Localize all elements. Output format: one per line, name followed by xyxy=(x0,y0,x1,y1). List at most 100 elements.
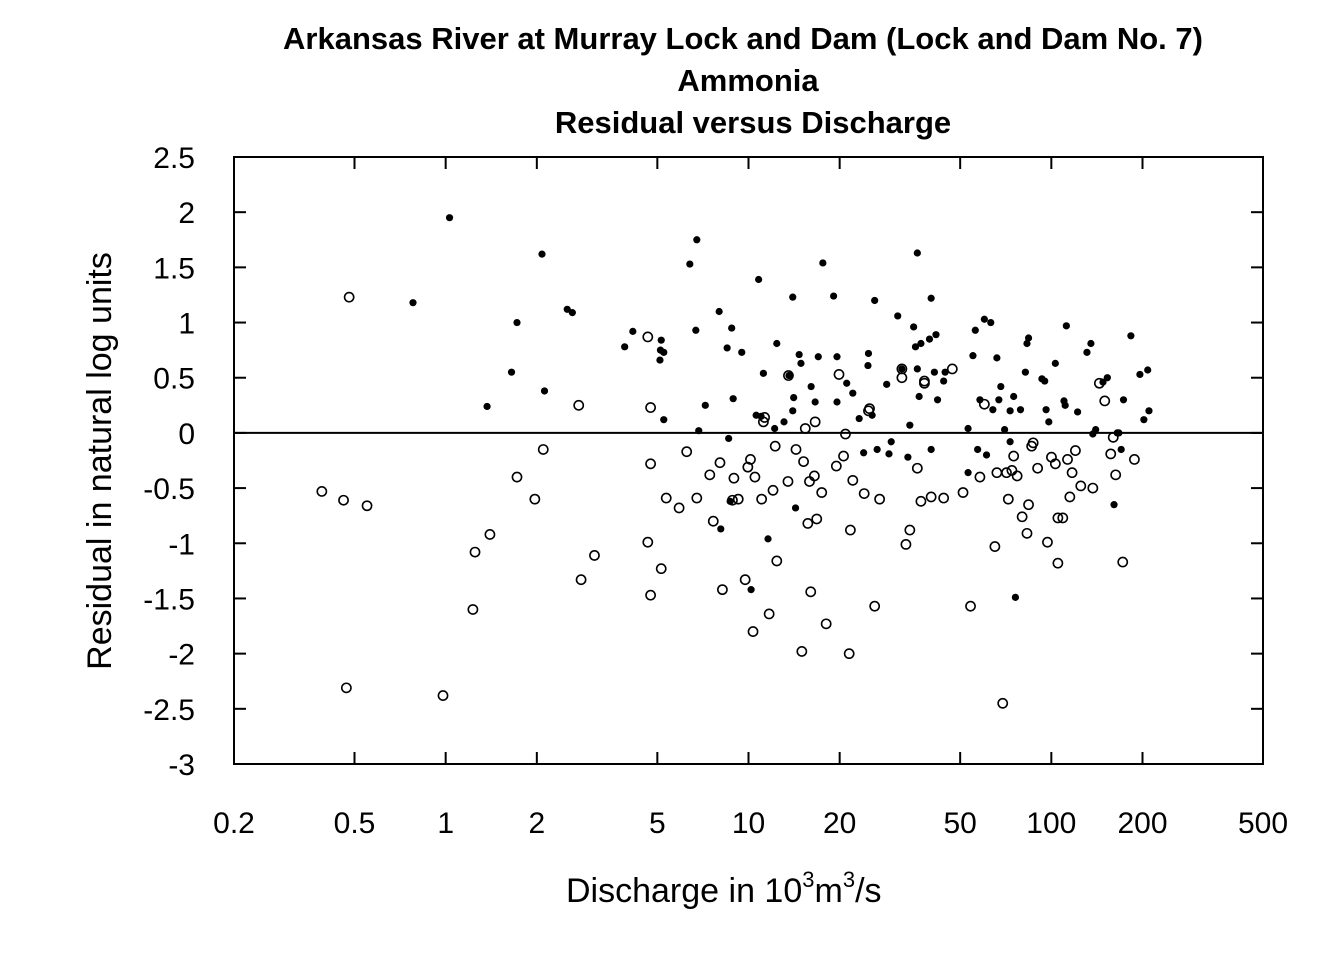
uncensored-point xyxy=(790,393,798,402)
uncensored-point xyxy=(540,387,549,395)
censored-point xyxy=(782,476,794,487)
censored-point xyxy=(1099,395,1111,407)
censored-point xyxy=(645,458,656,470)
censored-point xyxy=(642,331,654,343)
censored-point xyxy=(991,467,1003,479)
censored-point xyxy=(316,486,328,497)
uncensored-point xyxy=(1021,368,1029,376)
censored-point xyxy=(1087,482,1099,494)
y-tick-label: 1.5 xyxy=(153,252,195,285)
censored-point xyxy=(816,487,828,498)
censored-point xyxy=(840,428,851,440)
uncensored-point xyxy=(1023,339,1031,348)
uncensored-point xyxy=(621,343,629,351)
uncensored-point xyxy=(932,331,940,339)
uncensored-point xyxy=(409,299,417,307)
y-tick-label: 1 xyxy=(178,308,195,341)
censored-point xyxy=(739,574,751,586)
censored-point xyxy=(838,450,849,462)
uncensored-point xyxy=(445,214,454,222)
censored-point xyxy=(691,492,703,504)
censored-point xyxy=(717,584,728,596)
uncensored-point xyxy=(855,414,863,423)
uncensored-point xyxy=(927,294,935,302)
censored-point xyxy=(469,546,481,558)
uncensored-point xyxy=(725,434,733,443)
x-tick-label: 500 xyxy=(1238,807,1288,840)
chart-subtitle-plot-type: Residual versus Discharge xyxy=(555,105,951,140)
censored-point xyxy=(997,697,1009,709)
censored-point xyxy=(974,471,986,483)
uncensored-point xyxy=(885,450,893,458)
censored-point xyxy=(704,469,716,481)
censored-point xyxy=(798,456,809,468)
uncensored-point xyxy=(894,312,902,320)
x-tick-label: 10 xyxy=(732,807,765,840)
uncensored-point xyxy=(629,327,637,335)
censored-point xyxy=(1129,453,1140,465)
censored-point xyxy=(957,487,969,498)
uncensored-point xyxy=(771,424,779,433)
censored-point xyxy=(1057,512,1069,524)
uncensored-point xyxy=(993,354,1001,362)
censored-point xyxy=(783,370,794,381)
uncensored-point xyxy=(538,250,546,258)
uncensored-point xyxy=(738,348,746,356)
uncensored-point xyxy=(883,380,891,388)
uncensored-point xyxy=(1061,401,1069,409)
uncensored-point xyxy=(898,365,906,373)
uncensored-point xyxy=(715,307,723,316)
censored-point xyxy=(728,472,740,484)
uncensored-point xyxy=(755,275,763,284)
y-tick-label: 2.5 xyxy=(153,142,195,175)
x-axis-label-tail: /s xyxy=(855,872,881,910)
uncensored-point xyxy=(913,365,921,373)
uncensored-point xyxy=(1042,406,1050,414)
censored-point xyxy=(437,690,449,701)
censored-point xyxy=(759,412,770,423)
uncensored-point xyxy=(1006,407,1014,415)
censored-point xyxy=(811,513,823,525)
uncensored-point xyxy=(1051,359,1059,367)
censored-point xyxy=(758,416,769,428)
censored-point xyxy=(645,402,656,413)
censored-point xyxy=(642,536,654,548)
uncensored-point xyxy=(997,382,1005,391)
censored-point xyxy=(655,563,667,575)
uncensored-point xyxy=(864,349,873,358)
uncensored-point xyxy=(833,398,841,406)
censored-point xyxy=(808,470,820,482)
censored-point xyxy=(769,440,781,452)
uncensored-point xyxy=(759,369,768,377)
censored-point xyxy=(537,444,549,455)
censored-point xyxy=(660,492,672,504)
uncensored-point xyxy=(1062,322,1070,330)
uncensored-point xyxy=(1024,334,1033,342)
censored-point xyxy=(946,363,958,375)
censored-point xyxy=(681,446,693,458)
uncensored-point xyxy=(1083,348,1091,356)
censored-point xyxy=(1008,450,1020,462)
x-axis-label-sup2: 3 xyxy=(843,867,855,892)
uncensored-point xyxy=(656,356,664,364)
uncensored-point xyxy=(1011,593,1020,601)
uncensored-point xyxy=(989,406,997,414)
censored-point xyxy=(1105,448,1117,460)
uncensored-point xyxy=(1045,418,1053,426)
censored-point xyxy=(965,600,976,612)
censored-point xyxy=(707,515,719,527)
uncensored-point xyxy=(1041,377,1049,385)
censored-point xyxy=(767,484,779,496)
censored-point xyxy=(989,541,1001,552)
censored-point xyxy=(1027,437,1039,449)
uncensored-point xyxy=(807,382,815,391)
censored-point xyxy=(1016,511,1028,523)
censored-point xyxy=(340,682,352,694)
censored-point xyxy=(833,369,845,380)
censored-point xyxy=(858,488,870,500)
censored-point xyxy=(911,462,923,474)
x-tick-label: 5 xyxy=(649,807,666,840)
censored-point xyxy=(799,423,811,434)
censored-point xyxy=(1006,465,1018,476)
uncensored-point xyxy=(941,368,949,376)
